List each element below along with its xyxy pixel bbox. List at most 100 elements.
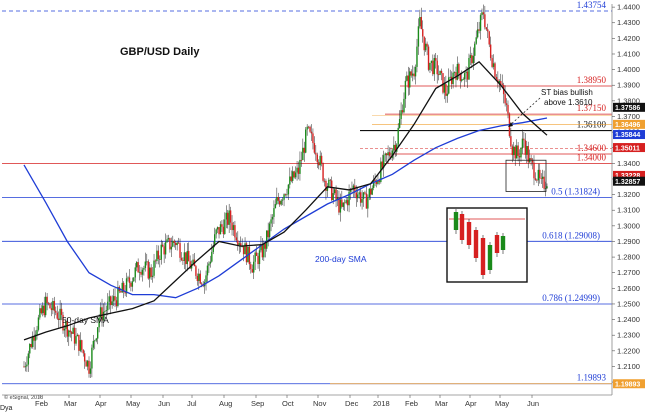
candle-body <box>357 194 359 199</box>
candle-body <box>160 244 162 260</box>
candle-body <box>475 37 477 44</box>
candle-body <box>281 199 284 201</box>
candle-body <box>76 334 79 337</box>
candle-body <box>70 332 73 334</box>
candle-body <box>37 317 40 330</box>
candle-body <box>44 296 47 316</box>
candle-body <box>140 271 142 275</box>
candle-body <box>287 184 290 195</box>
candle-body <box>442 73 444 93</box>
candle-body <box>183 252 186 261</box>
price-tag-label: 1.32857 <box>615 179 640 186</box>
candle-body <box>134 267 136 278</box>
candle-body <box>166 239 168 243</box>
bias-arrow <box>507 97 541 128</box>
candle-body <box>253 261 255 273</box>
candle-body <box>121 282 123 293</box>
candle-body <box>307 126 310 128</box>
candle-body <box>448 77 450 94</box>
x-tick-label: Sep <box>251 399 264 408</box>
candle-body <box>478 29 480 31</box>
candle-body <box>495 76 498 80</box>
candle-body <box>544 188 547 190</box>
candle-body <box>27 353 30 365</box>
candle-body <box>487 29 489 32</box>
candle-body <box>430 60 433 63</box>
candle-body <box>186 250 188 265</box>
candle-body <box>274 204 277 209</box>
candle-body <box>449 76 451 78</box>
candle-body <box>323 180 326 182</box>
candle-body <box>261 244 264 258</box>
candle-body <box>122 282 125 292</box>
candle-body <box>276 197 278 205</box>
candle-body <box>225 212 227 220</box>
price-tag <box>613 176 645 186</box>
candle-body <box>164 242 167 255</box>
candle-body <box>409 71 411 88</box>
candle-body <box>391 150 394 158</box>
candle-body <box>114 296 116 301</box>
candle-body <box>283 194 285 200</box>
candle-body <box>358 192 360 195</box>
candle-body <box>310 131 313 134</box>
candle-body <box>344 202 346 204</box>
candle-body <box>82 349 84 354</box>
candle-body <box>43 305 45 316</box>
candle-body <box>234 225 236 238</box>
candle-body <box>198 273 200 282</box>
y-tick-label: 1.3400 <box>617 159 640 168</box>
candle-body <box>69 330 71 333</box>
inset-candle <box>466 222 472 245</box>
price-tag <box>613 170 645 180</box>
candle-body <box>292 171 294 181</box>
candle-body <box>128 277 131 283</box>
candle-body <box>215 229 217 235</box>
candle-body <box>536 179 538 181</box>
x-tick-label: 2018 <box>373 399 390 408</box>
candle-body <box>527 146 529 163</box>
candle-body <box>34 334 37 341</box>
candle-body <box>23 366 25 368</box>
candle-body <box>188 250 190 262</box>
candle-body <box>423 36 425 51</box>
candle-body <box>419 16 421 27</box>
candle-body <box>348 191 350 206</box>
candle-body <box>465 71 467 74</box>
candle-body <box>177 242 180 244</box>
chart-annotations: GBP/USD Daily 200-day SMA 50-day SMA ST … <box>0 46 593 412</box>
candle-body <box>530 158 532 160</box>
x-tick-label: Apr <box>95 399 107 408</box>
candle-body <box>57 318 60 320</box>
candle-body <box>266 230 268 249</box>
candle-body <box>381 161 383 168</box>
candle-body <box>245 243 248 263</box>
candle-body <box>374 179 376 182</box>
price-tag-label: 1.36496 <box>615 122 640 129</box>
candle-body <box>115 300 118 307</box>
candle-body <box>510 136 512 147</box>
candle-body <box>72 327 74 334</box>
x-tick-label: May <box>126 399 140 408</box>
moving-averages <box>23 60 548 341</box>
candle-body <box>196 275 199 282</box>
candle-body <box>31 336 34 347</box>
price-tag-label: 1.35011 <box>615 145 640 152</box>
price-tag <box>613 143 645 153</box>
candle-body <box>62 314 64 331</box>
candle-body <box>250 264 252 270</box>
candle-body <box>361 199 363 203</box>
candle-body <box>185 252 187 265</box>
candle-body <box>208 263 210 266</box>
candle-body <box>458 63 460 74</box>
candle-body <box>133 277 135 282</box>
price-tag <box>613 130 645 140</box>
x-tick-label: Jun <box>527 399 539 408</box>
candle-body <box>107 301 109 311</box>
candle-body <box>199 273 201 284</box>
candle-body <box>231 222 233 231</box>
y-tick-label: 1.3700 <box>617 112 640 121</box>
support-resistance-levels: 1.437541.389501.371501.361001.346001.340… <box>2 0 612 385</box>
candle-body <box>401 110 404 113</box>
candle-body <box>309 126 311 132</box>
